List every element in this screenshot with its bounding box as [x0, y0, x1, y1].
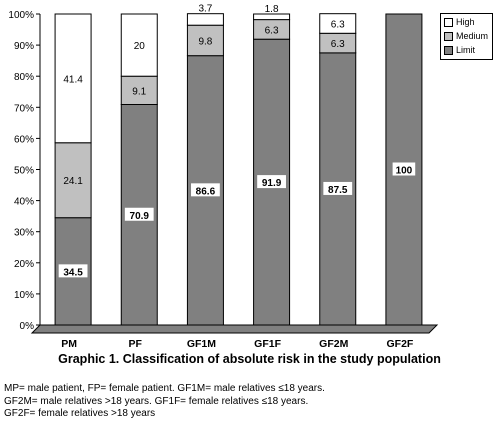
data-label: 9.1 — [132, 86, 146, 97]
legend-swatch-high — [444, 17, 453, 27]
legend-swatch-limit — [444, 45, 453, 55]
data-label: 6.3 — [331, 39, 345, 50]
y-tick-label: 50% — [14, 166, 34, 177]
y-tick-label: 40% — [14, 197, 34, 208]
footnotes: MP= male patient, FP= female patient. GF… — [4, 383, 325, 421]
y-tick-label: 30% — [14, 228, 34, 239]
data-label-box — [392, 162, 416, 176]
bar-high-pf — [120, 13, 158, 77]
data-label: 20 — [134, 41, 146, 52]
x-tick-label: GF2M — [319, 338, 348, 350]
data-label: 41.4 — [63, 74, 83, 85]
legend-item-medium: Medium — [444, 30, 489, 42]
y-tick-label: 70% — [14, 103, 34, 114]
y-tick-label: 0% — [20, 321, 35, 332]
legend-label-high: High — [456, 17, 475, 27]
data-label: 6.3 — [331, 19, 345, 30]
data-label: 3.7 — [198, 4, 212, 15]
y-tick-label: 10% — [14, 290, 34, 301]
data-label: 9.8 — [198, 36, 212, 47]
bar-high-gf1m — [186, 13, 224, 26]
data-label: 6.3 — [265, 25, 279, 36]
legend-label-medium: Medium — [456, 31, 489, 41]
legend-swatch-medium — [444, 31, 453, 41]
data-label: 34.5 — [63, 267, 83, 278]
data-label: 87.5 — [328, 185, 348, 196]
x-tick-label: PF — [129, 338, 143, 350]
legend-label-limit: Limit — [456, 45, 476, 55]
data-label: 100 — [396, 166, 413, 177]
y-tick-label: 80% — [14, 72, 34, 83]
bar-high-gf1f — [253, 13, 291, 21]
x-tick-label: GF2F — [386, 338, 413, 350]
y-tick-label: 90% — [14, 41, 34, 52]
bar-high-pm — [54, 13, 92, 144]
y-tick-label: 20% — [14, 259, 34, 270]
chart-floor — [30, 324, 439, 334]
y-tick-label: 100% — [8, 10, 34, 21]
data-label: 24.1 — [63, 176, 83, 187]
data-label: 86.6 — [196, 186, 216, 197]
legend-item-limit: Limit — [444, 44, 489, 56]
x-tick-label: PM — [61, 338, 77, 350]
x-tick-label: GF1M — [187, 338, 216, 350]
x-tick-label: GF1F — [254, 338, 281, 350]
footnote-line: GF2M= male relatives >18 years. GF1F= fe… — [4, 395, 309, 407]
data-label: 70.9 — [130, 211, 150, 222]
data-label: 91.9 — [262, 178, 282, 189]
chart-legend: High Medium Limit — [440, 13, 493, 60]
bar-high-gf2m — [319, 13, 357, 34]
chart-title: Graphic 1. Classification of absolute ri… — [58, 352, 441, 366]
y-tick-label: 60% — [14, 134, 34, 145]
data-label-box — [58, 264, 88, 278]
data-label: 1.8 — [265, 4, 279, 15]
data-label-box — [323, 181, 353, 195]
data-label-box — [257, 175, 286, 189]
data-label-box — [124, 207, 154, 221]
footnote-line: GF2F= female relatives >18 years — [4, 408, 156, 419]
data-label-box — [191, 183, 220, 197]
footnote-line: MP= male patient, FP= female patient. GF… — [4, 383, 325, 394]
bar-medium-pm — [54, 142, 92, 219]
legend-item-high: High — [444, 16, 489, 28]
